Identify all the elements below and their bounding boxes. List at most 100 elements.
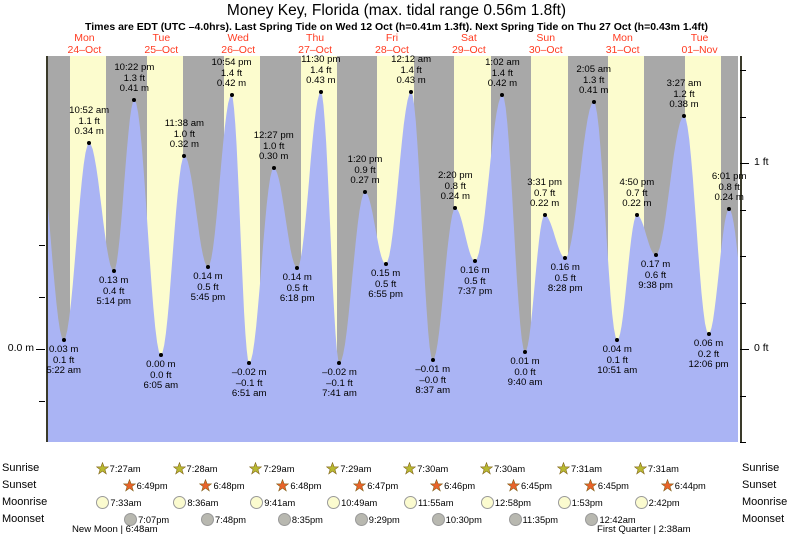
moonset-cell-3: 9:29pm bbox=[354, 513, 400, 526]
tide-label-high-15: 12:12 am 1.4 ft 0.43 m bbox=[380, 54, 442, 87]
tide-metres: 0.06 m bbox=[693, 338, 724, 349]
sunrise-star-icon bbox=[249, 462, 263, 475]
tide-label-high-25: 4:50 pm 0.7 ft 0.22 m bbox=[606, 177, 668, 210]
tide-time: 11:30 pm bbox=[301, 54, 341, 65]
tide-metres: 0.14 m bbox=[282, 272, 312, 283]
moonset-icon bbox=[431, 513, 445, 526]
tide-time: 12:12 am bbox=[391, 54, 432, 65]
tide-time: 10:22 pm bbox=[114, 62, 155, 73]
sunrise-time: 7:29am bbox=[340, 463, 372, 474]
page-title: Money Key, Florida (max. tidal range 0.5… bbox=[226, 2, 567, 19]
right-tick-minor bbox=[740, 395, 746, 397]
row-label-sunset-left: Sunset bbox=[2, 479, 37, 491]
tide-label-low-22: 0.16 m 0.5 ft 8:28 pm bbox=[534, 262, 596, 295]
day-weekday: Mon bbox=[612, 32, 633, 44]
sunrise-time: 7:30am bbox=[417, 463, 449, 474]
tide-feet: –0.1 ft bbox=[235, 377, 263, 389]
sunset-time: 6:46pm bbox=[444, 480, 476, 491]
tide-plot bbox=[46, 56, 738, 442]
right-tick-major bbox=[740, 163, 749, 164]
tide-label-high-5: 11:38 am 1.0 ft 0.32 m bbox=[153, 118, 215, 151]
moonrise-time: 12:58pm bbox=[494, 497, 532, 508]
moonrise-cell-0: 7:33am bbox=[96, 496, 141, 509]
moonrise-cell-2: 9:41am bbox=[250, 496, 295, 509]
left-tick-minor bbox=[39, 297, 45, 298]
tide-metres: 0.38 m bbox=[669, 99, 699, 111]
tide-feet: 0.1 ft bbox=[606, 354, 628, 366]
tide-curve bbox=[46, 92, 738, 442]
tide-point-low-22 bbox=[563, 256, 568, 260]
sunrise-cell-0: 7:27am bbox=[95, 462, 141, 475]
right-tick-minor bbox=[740, 256, 746, 257]
tide-feet: 0.0 ft bbox=[150, 369, 172, 381]
tide-point-low-28 bbox=[706, 332, 711, 336]
moonset-icon bbox=[354, 513, 368, 526]
tide-label-low-18: 0.16 m 0.5 ft 7:37 pm bbox=[444, 265, 506, 298]
moonset-cell-2: 8:35pm bbox=[277, 513, 323, 526]
day-date: 28–Oct bbox=[375, 44, 409, 56]
day-header-6: Sun 30–Oct bbox=[507, 32, 584, 56]
day-header-3: Thu 27–Oct bbox=[277, 32, 354, 56]
moonrise-icon bbox=[403, 496, 417, 509]
tide-metres: 0.04 m bbox=[602, 344, 632, 355]
left-tick-major bbox=[36, 349, 45, 350]
sunrise-cell-1: 7:28am bbox=[172, 462, 218, 475]
row-label-moonset-right: Moonset bbox=[742, 513, 785, 525]
tide-feet: 1.0 ft bbox=[173, 128, 196, 140]
tide-point-high-21 bbox=[542, 213, 547, 217]
tide-time: 6:55 pm bbox=[368, 289, 403, 301]
tide-feet: 1.3 ft bbox=[123, 72, 145, 84]
row-label-sunrise-left: Sunrise bbox=[2, 462, 40, 474]
day-weekday: Mon bbox=[74, 32, 95, 44]
moonrise-icon bbox=[173, 496, 187, 509]
tide-label-high-21: 3:31 pm 0.7 ft 0.22 m bbox=[514, 177, 576, 210]
tide-label-low-2: 0.13 m 0.4 ft 5:14 pm bbox=[83, 275, 145, 308]
day-date: 01–Nov bbox=[681, 44, 718, 56]
tide-feet: 0.5 ft bbox=[374, 278, 397, 290]
tide-label-low-6: 0.14 m 0.5 ft 5:45 pm bbox=[177, 271, 239, 304]
tide-metres: 0.13 m bbox=[99, 275, 129, 286]
day-header-1: Tue 25–Oct bbox=[123, 32, 200, 56]
tide-time: 5:22 am bbox=[46, 365, 81, 377]
tide-point-low-4 bbox=[158, 353, 163, 357]
tide-label-high-11: 11:30 pm 1.4 ft 0.43 m bbox=[290, 54, 352, 87]
moonset-cell-1: 7:48pm bbox=[201, 513, 246, 526]
sunset-cell-2: 6:48pm bbox=[276, 479, 321, 492]
tide-time: 8:37 am bbox=[415, 385, 451, 397]
moon-phase-0: New Moon | 6:48am bbox=[72, 524, 158, 535]
tide-label-high-3: 10:22 pm 1.3 ft 0.41 m bbox=[103, 62, 165, 95]
sunrise-star-icon bbox=[172, 462, 186, 475]
day-date: 30–Oct bbox=[528, 44, 563, 56]
sunset-star-icon bbox=[199, 479, 213, 492]
tide-feet: 0.2 ft bbox=[697, 348, 720, 360]
tide-point-low-24 bbox=[615, 338, 620, 342]
moonrise-time: 7:33am bbox=[110, 497, 142, 508]
sunrise-time: 7:28am bbox=[186, 463, 218, 474]
tide-metres: 0.00 m bbox=[146, 359, 176, 370]
tide-time: 8:28 pm bbox=[547, 283, 583, 295]
tide-feet: 1.0 ft bbox=[263, 140, 285, 152]
sunrise-time: 7:27am bbox=[109, 463, 141, 474]
left-axis-label-zero: 0.0 m bbox=[7, 342, 34, 354]
tide-label-high-17: 2:20 pm 0.8 ft 0.24 m bbox=[424, 170, 486, 203]
sunrise-time: 7:31am bbox=[571, 463, 603, 474]
tide-time: 2:05 am bbox=[576, 64, 612, 75]
tide-time: 7:37 pm bbox=[457, 286, 493, 298]
sunset-cell-7: 6:44pm bbox=[660, 479, 706, 492]
tide-label-low-28: 0.06 m 0.2 ft 12:06 pm bbox=[678, 338, 740, 371]
day-header-7: Mon 31–Oct bbox=[584, 32, 661, 56]
sunset-cell-6: 6:45pm bbox=[583, 479, 629, 492]
tide-point-low-14 bbox=[383, 262, 388, 266]
tide-point-low-10 bbox=[295, 266, 300, 270]
tide-point-low-0 bbox=[61, 338, 66, 342]
tide-point-high-3 bbox=[132, 98, 137, 102]
tide-metres: 0.41 m bbox=[579, 85, 609, 97]
moonset-time: 11:35pm bbox=[522, 514, 559, 525]
moonset-icon bbox=[277, 513, 291, 526]
tide-label-high-23: 2:05 am 1.3 ft 0.41 m bbox=[563, 64, 625, 97]
tide-feet: 0.1 ft bbox=[52, 354, 75, 366]
sunrise-cell-3: 7:29am bbox=[326, 462, 371, 475]
tide-label-low-16: –0.01 m –0.0 ft 8:37 am bbox=[402, 364, 464, 397]
tide-metres: 0.42 m bbox=[487, 78, 518, 90]
tide-time: 4:50 pm bbox=[619, 177, 655, 188]
